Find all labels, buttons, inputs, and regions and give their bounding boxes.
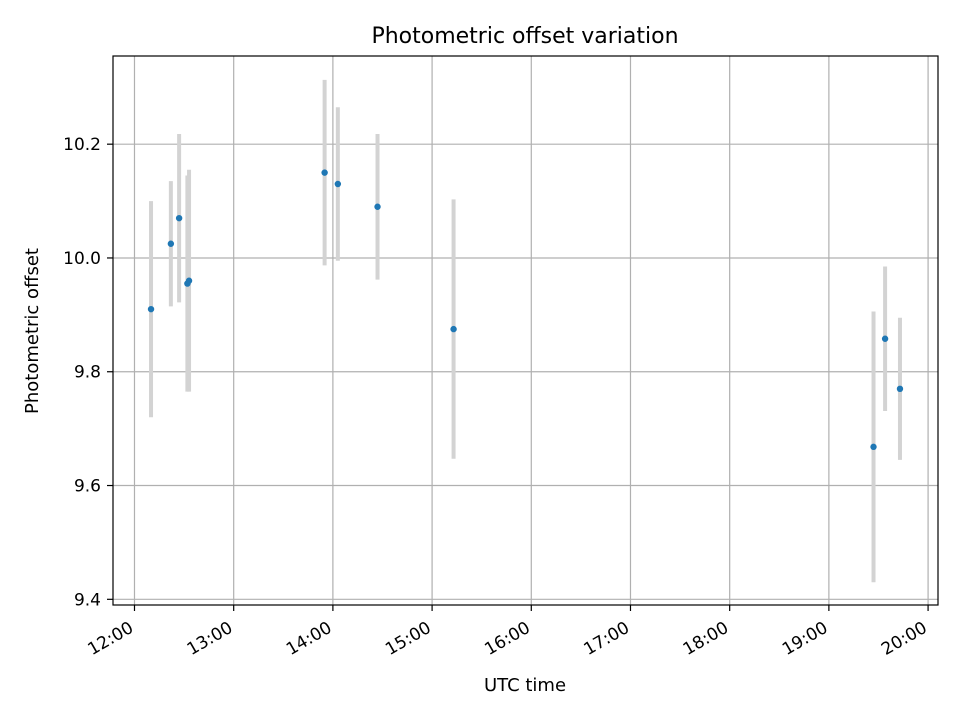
plot-frame (112, 55, 939, 606)
x-tick-label: 20:00 (878, 618, 930, 660)
x-tick-label: 13:00 (184, 618, 236, 660)
chart-title: Photometric offset variation (371, 24, 678, 49)
grid (113, 56, 938, 605)
y-tick-label: 10.0 (63, 249, 101, 269)
x-tick-label: 16:00 (481, 618, 533, 660)
y-tick-label: 9.6 (74, 477, 101, 497)
x-tick-label: 14:00 (283, 618, 335, 660)
data-point (334, 180, 342, 188)
y-tick-label: 9.8 (74, 363, 101, 383)
x-tick-label: 17:00 (581, 618, 633, 660)
x-axis-ticks: 12:00 13:00 14:00 15:00 16:00 17:00 18:00 19:00… (85, 605, 931, 660)
y-tick-label: 10.2 (63, 135, 101, 155)
error-bars (149, 79, 902, 583)
y-axis-ticks: 9.4 9.6 9.8 10.0 10.2 (63, 135, 113, 610)
x-tick-label: 12:00 (85, 618, 137, 660)
x-tick-label: 18:00 (680, 618, 732, 660)
x-tick-label: 15:00 (382, 618, 434, 660)
data-point (167, 240, 175, 247)
data-point (147, 305, 155, 313)
data-point (185, 277, 193, 284)
data-points (147, 169, 904, 451)
x-axis-label: UTC time (484, 675, 566, 696)
data-point (175, 214, 183, 222)
y-axis-label: Photometric offset (22, 248, 43, 414)
data-point (374, 203, 381, 210)
data-point (870, 443, 877, 451)
data-point (450, 325, 457, 333)
data-point (321, 169, 328, 176)
y-tick-label: 9.4 (74, 590, 101, 610)
data-point (896, 385, 904, 393)
data-point (881, 335, 889, 342)
x-tick-label: 19:00 (779, 618, 831, 660)
